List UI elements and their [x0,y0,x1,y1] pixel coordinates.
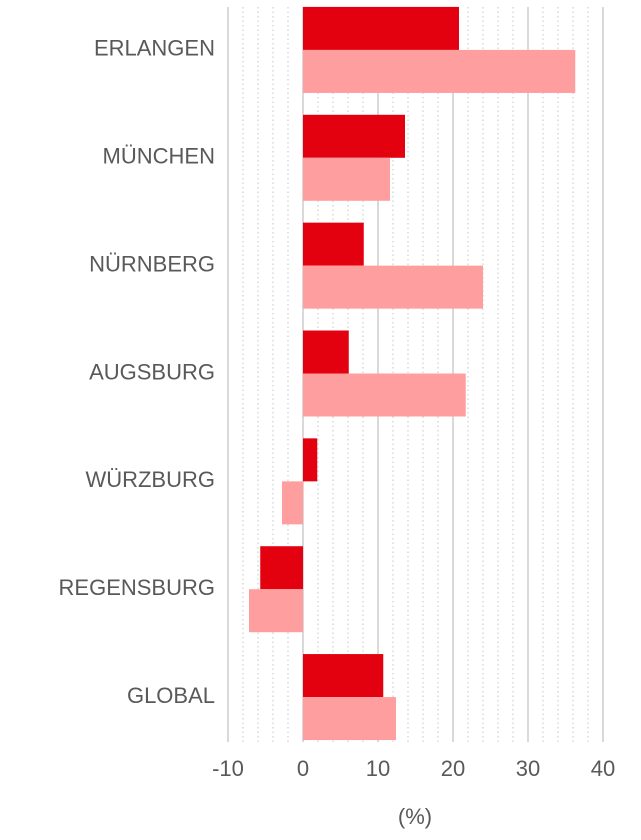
bar [303,330,349,374]
x-tick-label: -10 [212,756,244,781]
bar [303,438,318,482]
x-tick-label: 40 [591,756,615,781]
y-tick-label: MÜNCHEN [103,144,215,169]
bar [303,114,405,158]
bar [303,697,396,741]
x-tick-label: 10 [366,756,390,781]
y-tick-label: NÜRNBERG [89,251,215,276]
bar [303,6,459,50]
bar [303,373,466,417]
bar [249,589,303,633]
bar [303,49,576,93]
bar [282,481,303,525]
y-tick-label: AUGSBURG [89,359,215,384]
bar [303,157,390,201]
y-tick-label: REGENSBURG [59,575,215,600]
x-tick-label: 0 [297,756,309,781]
bar [303,222,364,266]
bar [303,654,384,698]
bar [260,546,303,590]
y-tick-label: WÜRZBURG [85,467,215,492]
x-axis-label: (%) [398,804,432,829]
x-tick-label: 30 [516,756,540,781]
bar [303,265,483,309]
y-tick-label: ERLANGEN [94,36,215,61]
x-tick-label: 20 [441,756,465,781]
y-tick-label: GLOBAL [127,683,215,708]
